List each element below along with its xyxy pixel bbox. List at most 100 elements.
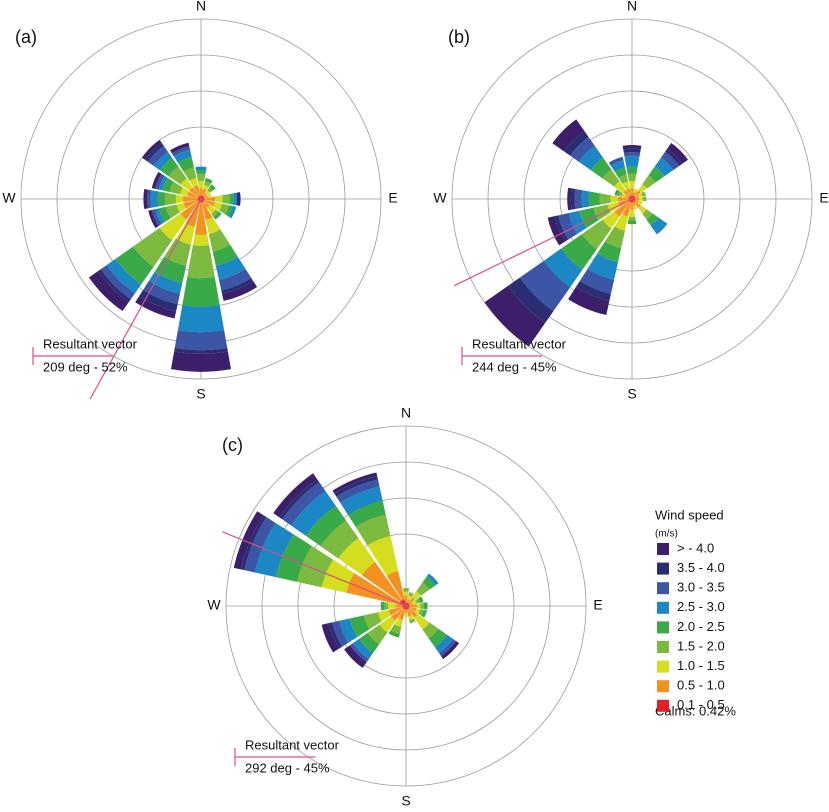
petal-segment [391, 608, 404, 621]
petal-segment [209, 184, 216, 191]
petal-segment [194, 202, 208, 235]
compass-label: N [627, 0, 637, 14]
petal-segment [180, 178, 193, 191]
petal-segment [614, 167, 627, 178]
legend-swatch [657, 621, 669, 634]
petal-segment [213, 211, 222, 220]
petal-segment [409, 602, 414, 606]
petal-segment [169, 181, 183, 195]
petal-segment [623, 148, 641, 153]
petal-segment [244, 517, 276, 573]
petal-segment [225, 205, 233, 217]
petal-segment [409, 604, 417, 608]
petal-segment [568, 210, 587, 234]
petal-segment [204, 199, 216, 207]
petal-segment [164, 238, 191, 266]
petal-segment [174, 347, 228, 354]
petal-segment [408, 608, 418, 618]
panel-label: (b) [448, 27, 470, 47]
petal-segment [282, 482, 326, 526]
petal-segment [139, 290, 178, 312]
petal-segment [115, 246, 154, 285]
petal-segment [157, 191, 166, 207]
petal-segment [627, 220, 637, 225]
petal-segment [632, 197, 636, 199]
petal-segment [388, 606, 403, 616]
petal-segment [631, 199, 633, 203]
petal-segment [201, 196, 204, 199]
petal-segment [390, 624, 402, 635]
petal-segment [384, 602, 389, 610]
petal-segment [578, 145, 604, 171]
petal-segment [367, 624, 388, 645]
legend-swatch [657, 582, 669, 595]
petal-segment [665, 148, 683, 166]
petal-segment [484, 285, 546, 347]
petal-segment [200, 195, 202, 199]
petal-segment [400, 600, 406, 606]
petal-segment [406, 606, 408, 610]
petal-segment [412, 600, 417, 605]
petal-segment [654, 157, 674, 177]
petal-segment [222, 193, 230, 205]
petal-segment [406, 605, 410, 607]
petal-segment [402, 588, 410, 592]
petal-segment [434, 634, 454, 654]
petal-segment [547, 216, 566, 246]
petal-segment [632, 198, 636, 200]
petal-segment [408, 615, 414, 621]
petal-segment [570, 137, 595, 162]
petal-segment [628, 197, 632, 199]
petal-segment [336, 479, 380, 503]
petal-segment [195, 166, 207, 171]
petal-segment [623, 190, 630, 197]
petal-segment [346, 573, 400, 605]
petal-segment [205, 190, 210, 195]
petal-segment [590, 157, 612, 179]
petal-segment [189, 187, 199, 197]
petal-segment [629, 196, 632, 199]
petal-segment [358, 632, 380, 654]
compass-label: W [433, 190, 447, 206]
petal-segment [236, 192, 241, 206]
petal-segment [150, 190, 159, 208]
petal-segment [332, 472, 378, 494]
legend-label: 3.5 - 4.0 [677, 560, 725, 575]
petal-segment [144, 142, 164, 162]
petal-segment [660, 151, 680, 171]
petal-segment [273, 473, 318, 518]
petal-segment [133, 227, 173, 267]
petal-segment [290, 490, 336, 536]
petal-segment [554, 215, 569, 242]
petal-segment [404, 613, 408, 617]
petal-segment [667, 142, 689, 164]
petal-segment [177, 305, 225, 333]
petal-segment [409, 606, 417, 612]
petal-segment [174, 330, 228, 351]
petal-segment [575, 280, 611, 301]
petal-segment [147, 189, 152, 209]
petal-segment [632, 196, 635, 199]
petal-segment [349, 615, 370, 637]
petal-segment [519, 260, 571, 312]
legend-swatch [657, 660, 669, 673]
petal-segment [165, 204, 180, 219]
petal-segment [187, 245, 215, 279]
petal-segment [406, 598, 410, 603]
petal-segment [633, 205, 638, 210]
petal-segment [587, 253, 618, 280]
petal-segment [635, 197, 640, 201]
petal-segment [633, 188, 638, 193]
petal-segment [211, 209, 219, 217]
petal-segment [618, 174, 629, 184]
petal-segment [630, 195, 632, 199]
petal-segment [201, 195, 203, 199]
legend-label: 0.5 - 1.0 [677, 678, 725, 693]
petal-segment [407, 595, 412, 600]
petal-segment [588, 191, 601, 207]
petal-segment [207, 205, 216, 214]
petal-segment [233, 511, 264, 570]
petal-segment [379, 616, 396, 633]
petal-segment [143, 188, 148, 210]
petal-segment [204, 181, 211, 187]
